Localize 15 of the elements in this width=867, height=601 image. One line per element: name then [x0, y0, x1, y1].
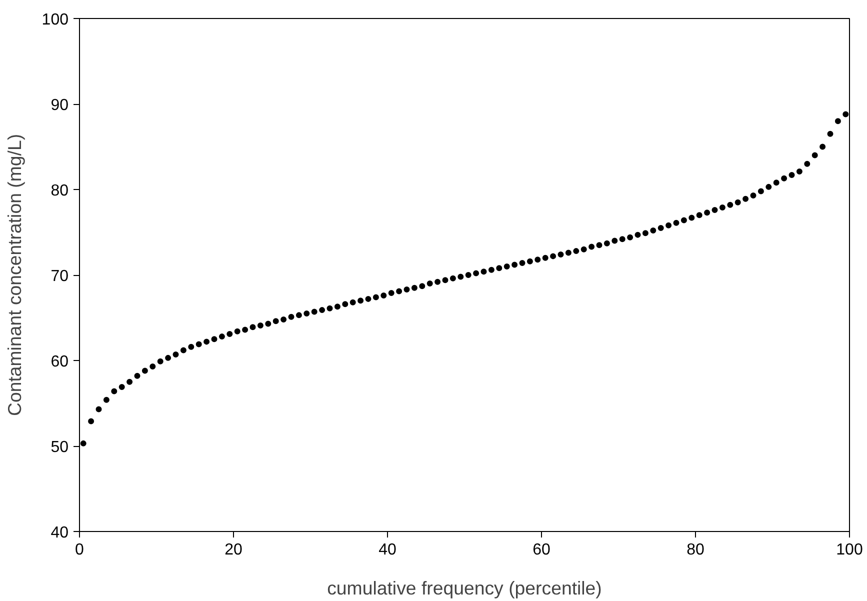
y-axis-title: Contaminant concentration (mg/L): [4, 134, 25, 416]
y-tick-label: 40: [50, 524, 69, 542]
x-tick-label: 20: [224, 542, 242, 558]
y-tick-label: 100: [42, 12, 69, 28]
x-tick-label: 80: [686, 542, 704, 558]
y-tick-label: 80: [50, 182, 69, 200]
x-tick-label: 40: [378, 542, 396, 558]
y-tick-label: 60: [50, 354, 69, 370]
x-tick-label: 0: [75, 542, 84, 558]
y-tick-label: 50: [50, 439, 69, 456]
y-tick-label: 70: [50, 268, 69, 285]
x-tick-label: 60: [532, 542, 550, 558]
y-tick-label: 90: [50, 97, 69, 114]
x-axis-title: cumulative frequency (percentile): [327, 578, 602, 598]
x-tick-label: 100: [836, 542, 863, 558]
